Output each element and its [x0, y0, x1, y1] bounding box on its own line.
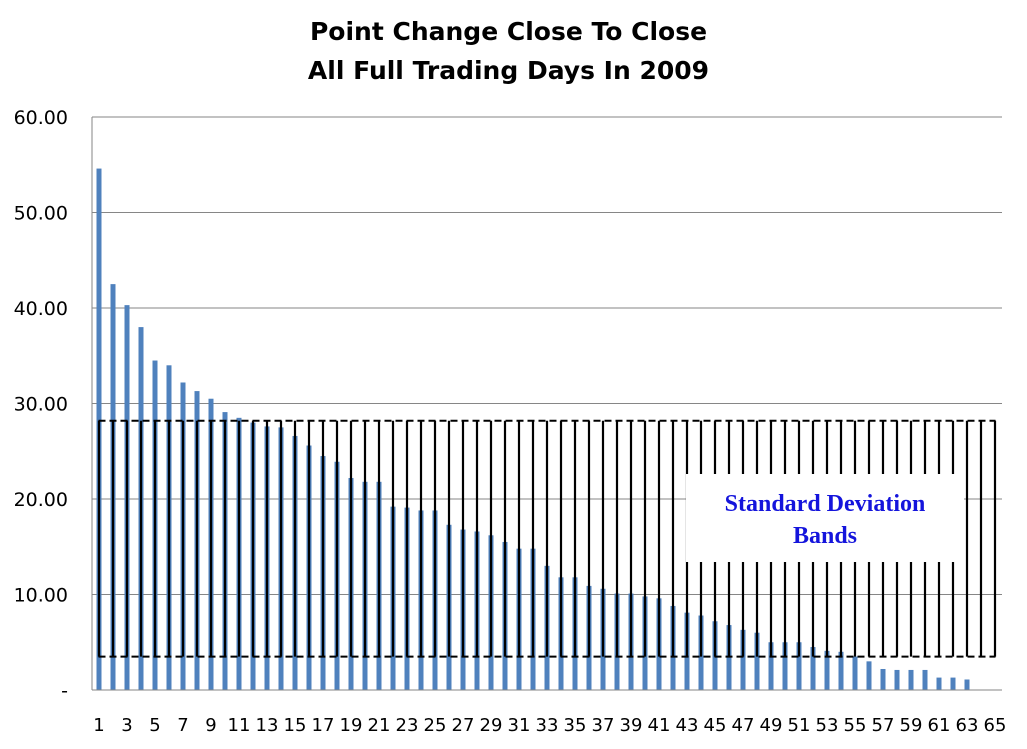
x-tick-label: 53 [816, 715, 839, 736]
x-tick-label: 57 [872, 715, 895, 736]
bar [740, 629, 746, 690]
x-tick-label: 55 [844, 715, 867, 736]
x-tick-label: 61 [928, 715, 951, 736]
x-tick-label: 1 [93, 715, 104, 736]
x-tick-label: 33 [536, 715, 559, 736]
bar [768, 642, 774, 690]
bar [922, 669, 928, 690]
x-tick-label: 37 [592, 715, 615, 736]
x-tick-label: 17 [312, 715, 335, 736]
bar [894, 669, 900, 690]
y-tick-label: - [61, 680, 68, 702]
bar [950, 677, 956, 690]
x-tick-label: 35 [564, 715, 587, 736]
x-tick-label: 23 [396, 715, 419, 736]
x-tick-label: 9 [205, 715, 216, 736]
x-tick-label: 47 [732, 715, 755, 736]
x-tick-label: 25 [424, 715, 447, 736]
bar [810, 647, 816, 690]
y-axis-tick-labels: - 10.00 20.00 30.00 40.00 50.00 60.00 [14, 107, 68, 702]
x-tick-label: 19 [340, 715, 363, 736]
x-tick-label: 11 [228, 715, 251, 736]
chart-title-line1: Point Change Close To Close [309, 17, 708, 46]
x-tick-label: 41 [648, 715, 671, 736]
y-tick-label: 20.00 [14, 489, 68, 511]
x-tick-label: 13 [256, 715, 279, 736]
bar [824, 650, 830, 690]
x-tick-label: 21 [368, 715, 391, 736]
x-tick-label: 15 [284, 715, 307, 736]
x-tick-label: 39 [620, 715, 643, 736]
y-tick-label: 30.00 [14, 394, 68, 416]
x-tick-label: 65 [984, 715, 1007, 736]
y-tick-label: 50.00 [14, 203, 68, 225]
x-tick-label: 43 [676, 715, 699, 736]
x-tick-label: 31 [508, 715, 531, 736]
x-axis-tick-labels: 1 3 5 7 9 11 13 15 17 19 21 23 25 27 29 31 33 35 37 39 41 43 4… [93, 715, 1006, 736]
axes [91, 117, 1002, 691]
x-tick-label: 45 [704, 715, 727, 736]
x-tick-label: 29 [480, 715, 503, 736]
bar [964, 679, 970, 690]
bar [852, 656, 858, 690]
x-tick-label: 5 [149, 715, 160, 736]
annotation-line2: Bands [792, 523, 858, 549]
x-tick-label: 63 [956, 715, 979, 736]
x-tick-label: 49 [760, 715, 783, 736]
y-tick-label: 10.00 [14, 585, 68, 607]
bar [838, 651, 844, 690]
bar [908, 669, 914, 690]
bar [796, 642, 802, 690]
annotation-line1: Standard Deviation [724, 491, 926, 517]
y-tick-label: 60.00 [14, 107, 68, 129]
bar [754, 632, 760, 690]
band-annotation: Standard Deviation Bands [686, 474, 964, 562]
x-tick-label: 51 [788, 715, 811, 736]
bar [866, 661, 872, 690]
y-tick-label: 40.00 [14, 298, 68, 320]
bar [782, 642, 788, 690]
x-tick-label: 7 [177, 715, 188, 736]
chart-title-line2: All Full Trading Days In 2009 [307, 56, 710, 85]
x-tick-label: 59 [900, 715, 923, 736]
bar [936, 677, 942, 690]
x-tick-label: 3 [121, 715, 132, 736]
bar [880, 668, 886, 690]
x-tick-label: 27 [452, 715, 475, 736]
